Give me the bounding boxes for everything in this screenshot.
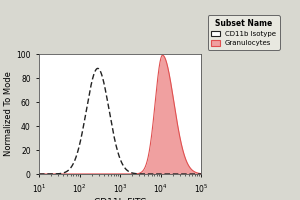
Y-axis label: Normalized To Mode: Normalized To Mode [4,72,14,156]
X-axis label: CD11b FITC: CD11b FITC [94,198,146,200]
Legend: CD11b Isotype, Granulocytes: CD11b Isotype, Granulocytes [208,15,280,50]
